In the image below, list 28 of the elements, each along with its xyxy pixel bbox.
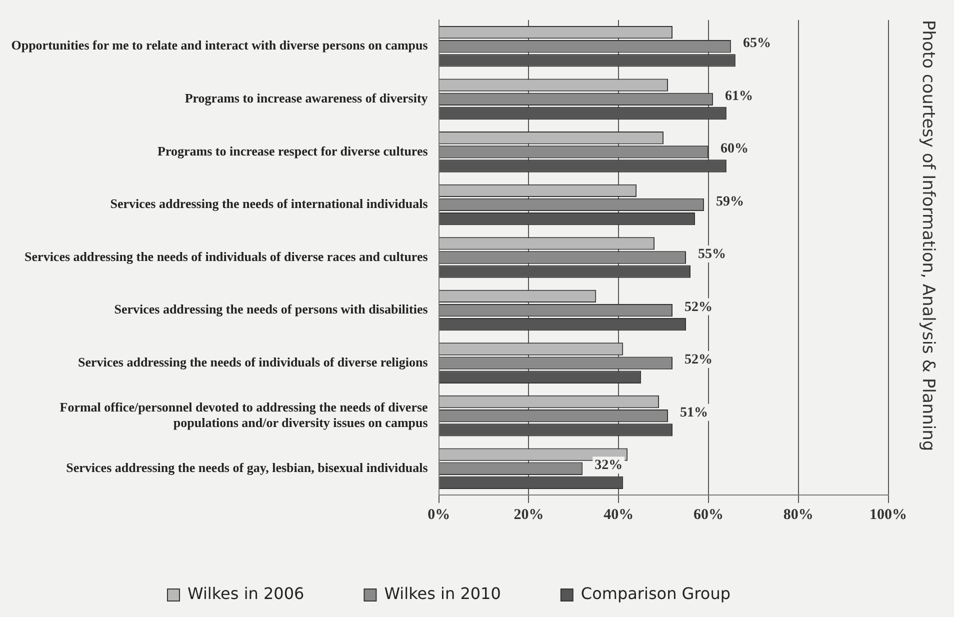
legend-label: Comparison Group — [580, 584, 731, 604]
data-label: 52% — [684, 352, 713, 368]
y-tick-label: Services addressing the needs of persons with disabilities — [114, 302, 428, 317]
x-tick-label: 80% — [783, 506, 814, 523]
data-label: 60% — [720, 142, 748, 157]
x-tick-label: 60% — [693, 506, 724, 523]
y-tick-label: Formal office/personnel devoted to addressing the needs of diverse populations and/or diversity issues on campus — [60, 399, 428, 430]
legend-label: Wilkes in 2006 — [187, 584, 304, 604]
y-tick-label: Programs to increase awareness of diversity — [184, 90, 428, 106]
data-label: 51% — [680, 405, 708, 420]
data-label: 61% — [724, 88, 753, 104]
y-tick-label: Programs to increase respect for diverse cultures — [158, 143, 428, 158]
y-tick-label: Services addressing the needs of individuals of diverse races and cultures — [24, 248, 428, 264]
text: Photo courtesy of Information, Analysis & Planning — [918, 20, 938, 452]
data-label: 55% — [698, 247, 726, 262]
x-tick-label: 20% — [514, 506, 544, 523]
data-label: 65% — [742, 36, 771, 51]
y-tick-label: Opportunities for me to relate and interact with diverse persons on campus — [11, 38, 428, 53]
data-label: 59% — [716, 194, 744, 210]
y-tick-label: Services addressing the needs of international individuals — [110, 196, 428, 212]
x-tick-label: 100% — [870, 506, 907, 523]
data-label: 52% — [684, 300, 713, 315]
data-label: 32% — [594, 458, 623, 474]
x-tick-label: 0% — [428, 506, 450, 523]
legend-label: Wilkes in 2010 — [384, 584, 501, 604]
y-tick-label: Services addressing the needs of individuals of diverse religions — [78, 354, 428, 370]
x-tick-label: 40% — [604, 506, 634, 523]
y-tick-label: Services addressing the needs of gay, lesbian, bisexual individuals — [66, 460, 428, 475]
